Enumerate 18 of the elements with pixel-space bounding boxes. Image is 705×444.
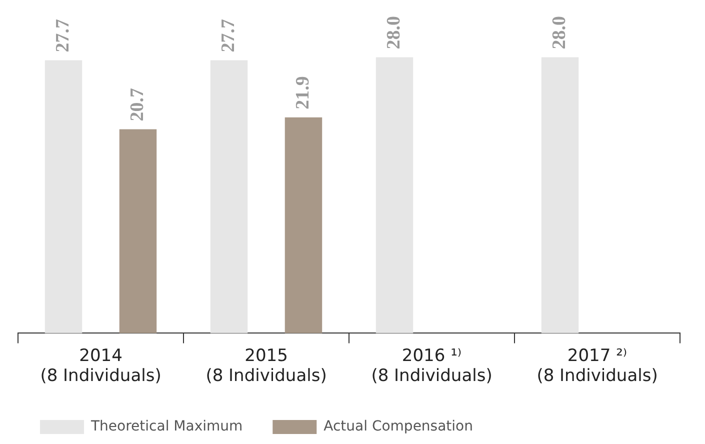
- bar: [119, 129, 157, 334]
- x-tick-label: 2017 ²⁾ (8 Individuals): [536, 346, 658, 386]
- x-tick-label: 2016 ¹⁾ (8 Individuals): [371, 346, 492, 386]
- bar: [376, 57, 414, 334]
- bar: [284, 117, 322, 334]
- data-label: 27.7: [218, 18, 239, 52]
- bar: [541, 57, 579, 334]
- bar: [210, 60, 248, 334]
- data-label: 28.0: [383, 16, 404, 50]
- legend-label: Actual Compensation: [324, 418, 473, 435]
- data-label: 28.0: [548, 16, 570, 50]
- legend-label: Theoretical Maximum: [90, 418, 243, 435]
- data-label: 27.7: [52, 18, 74, 52]
- x-tick-label: 2015 (8 Individuals): [206, 346, 327, 386]
- x-tick-label: 2014 (8 Individuals): [40, 346, 162, 386]
- data-label: 20.7: [126, 87, 148, 122]
- bar: [44, 60, 82, 334]
- data-label: 21.9: [292, 76, 314, 110]
